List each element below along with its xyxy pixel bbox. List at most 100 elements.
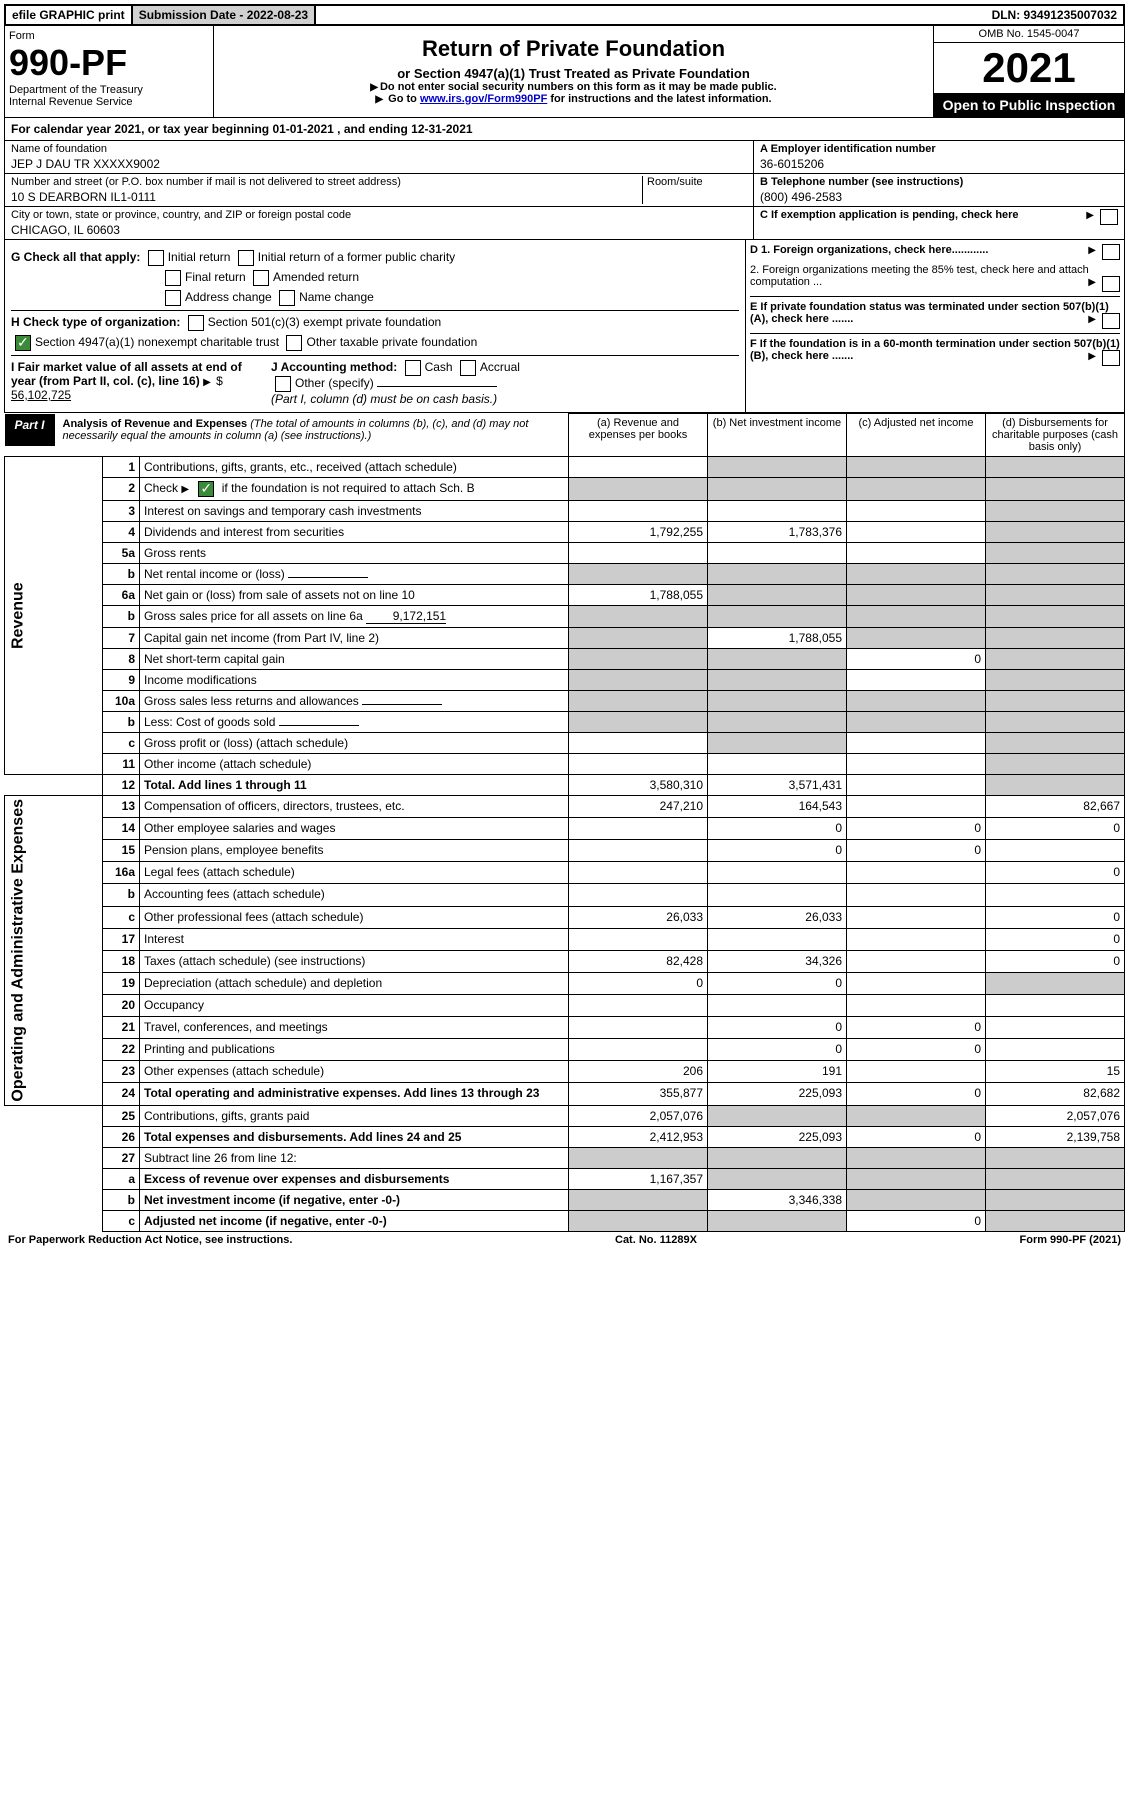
- row-10c: cGross profit or (loss) (attach schedule…: [5, 733, 1125, 754]
- form-number: 990-PF: [9, 42, 209, 84]
- initial-return-checkbox[interactable]: [148, 250, 164, 266]
- 85pct-checkbox[interactable]: [1102, 276, 1120, 292]
- 60month-checkbox[interactable]: [1102, 350, 1120, 366]
- row-11: 11Other income (attach schedule): [5, 754, 1125, 775]
- cash-checkbox[interactable]: [405, 360, 421, 376]
- terminated-checkbox[interactable]: [1102, 313, 1120, 329]
- name-row: Name of foundation JEP J DAU TR XXXXX900…: [5, 141, 753, 174]
- row-13: Operating and Administrative Expenses 13…: [5, 796, 1125, 818]
- arrow-icon: [1088, 276, 1098, 288]
- h-line: H Check type of organization: Section 50…: [11, 310, 739, 331]
- i-block: I Fair market value of all assets at end…: [11, 360, 261, 406]
- note-ssn: Do not enter social security numbers on …: [220, 81, 927, 93]
- col-c-header: (c) Adjusted net income: [847, 414, 986, 457]
- arrow-icon: [1088, 244, 1098, 256]
- initial-former-checkbox[interactable]: [238, 250, 254, 266]
- row-21: 21Travel, conferences, and meetings00: [5, 1017, 1125, 1039]
- part1-table: Part I Analysis of Revenue and Expenses …: [4, 413, 1125, 1232]
- 501c3-checkbox[interactable]: [188, 315, 204, 331]
- city: CHICAGO, IL 60603: [11, 221, 747, 237]
- exemption-checkbox[interactable]: [1100, 209, 1118, 225]
- row-16b: bAccounting fees (attach schedule): [5, 884, 1125, 906]
- row-16a: 16aLegal fees (attach schedule)0: [5, 862, 1125, 884]
- schb-checkbox[interactable]: [198, 481, 214, 497]
- address-change-checkbox[interactable]: [165, 290, 181, 306]
- other-taxable-checkbox[interactable]: [286, 335, 302, 351]
- col-a-header: (a) Revenue and expenses per books: [569, 414, 708, 457]
- address: 10 S DEARBORN IL1-0111: [11, 188, 642, 204]
- header-left: Form 990-PF Department of the Treasury I…: [5, 26, 214, 117]
- row-20: 20Occupancy: [5, 994, 1125, 1016]
- phone-row: B Telephone number (see instructions) (8…: [754, 174, 1124, 207]
- foreign-org-checkbox[interactable]: [1102, 244, 1120, 260]
- note-link-line: Go to www.irs.gov/Form990PF for instruct…: [220, 93, 927, 105]
- g-line: G Check all that apply: Initial return I…: [11, 250, 739, 266]
- row-24: 24Total operating and administrative exp…: [5, 1083, 1125, 1105]
- form-subtitle: or Section 4947(a)(1) Trust Treated as P…: [220, 66, 927, 81]
- dln: DLN: 93491235007032: [986, 6, 1123, 24]
- 4947a1-checkbox[interactable]: [15, 335, 31, 351]
- row-10b: bLess: Cost of goods sold: [5, 712, 1125, 733]
- row-19: 19Depreciation (attach schedule) and dep…: [5, 972, 1125, 994]
- arrow-icon: [375, 93, 385, 105]
- part1-desc: Analysis of Revenue and Expenses (The to…: [55, 414, 568, 446]
- final-return-checkbox[interactable]: [165, 270, 181, 286]
- expenses-label: Operating and Administrative Expenses: [5, 796, 103, 1106]
- arrow-icon: [1086, 209, 1096, 221]
- row-9: 9Income modifications: [5, 670, 1125, 691]
- arrow-icon: [181, 481, 191, 495]
- checks-left: G Check all that apply: Initial return I…: [5, 240, 745, 412]
- footer-right: Form 990-PF (2021): [1020, 1234, 1121, 1246]
- footer-mid: Cat. No. 11289X: [615, 1234, 697, 1246]
- footer: For Paperwork Reduction Act Notice, see …: [4, 1232, 1125, 1248]
- row-27c: cAdjusted net income (if negative, enter…: [5, 1210, 1125, 1231]
- row-6b: bGross sales price for all assets on lin…: [5, 606, 1125, 628]
- room-label: Room/suite: [647, 176, 747, 188]
- row-3: 3Interest on savings and temporary cash …: [5, 501, 1125, 522]
- row-10a: 10aGross sales less returns and allowanc…: [5, 691, 1125, 712]
- row-22: 22Printing and publications00: [5, 1039, 1125, 1061]
- top-bar: efile GRAPHIC print Submission Date - 20…: [4, 4, 1125, 26]
- accrual-checkbox[interactable]: [460, 360, 476, 376]
- f-line: F If the foundation is in a 60-month ter…: [750, 333, 1120, 362]
- row-17: 17Interest0: [5, 928, 1125, 950]
- submission-date: Submission Date - 2022-08-23: [133, 6, 316, 24]
- arrow-icon: [1088, 350, 1098, 362]
- open-inspection: Open to Public Inspection: [934, 93, 1124, 117]
- form-header: Form 990-PF Department of the Treasury I…: [4, 26, 1125, 118]
- part1-header: Part I Analysis of Revenue and Expenses …: [5, 414, 569, 446]
- d2-line: 2. Foreign organizations meeting the 85%…: [750, 264, 1120, 288]
- d1-line: D 1. Foreign organizations, check here..…: [750, 244, 1120, 256]
- checks-right: D 1. Foreign organizations, check here..…: [745, 240, 1124, 412]
- row-16c: cOther professional fees (attach schedul…: [5, 906, 1125, 928]
- header-right: OMB No. 1545-0047 2021 Open to Public In…: [933, 26, 1124, 117]
- col-d-header: (d) Disbursements for charitable purpose…: [986, 414, 1125, 457]
- i-j-row: I Fair market value of all assets at end…: [11, 355, 739, 406]
- ein: 36-6015206: [760, 155, 1118, 171]
- revenue-label: Revenue: [5, 457, 103, 775]
- entity-section: Name of foundation JEP J DAU TR XXXXX900…: [4, 141, 1125, 240]
- omb-number: OMB No. 1545-0047: [934, 26, 1124, 43]
- amended-return-checkbox[interactable]: [253, 270, 269, 286]
- row-5b: bNet rental income or (loss): [5, 564, 1125, 585]
- instructions-link[interactable]: www.irs.gov/Form990PF: [420, 93, 547, 105]
- row-23: 23Other expenses (attach schedule)206191…: [5, 1061, 1125, 1083]
- fmv-amount: 56,102,725: [11, 388, 71, 402]
- efile-label: efile GRAPHIC print: [6, 6, 133, 24]
- tax-year: 2021: [934, 43, 1124, 93]
- arrow-icon: [203, 374, 213, 388]
- row-8: 8Net short-term capital gain0: [5, 649, 1125, 670]
- row-15: 15Pension plans, employee benefits00: [5, 840, 1125, 862]
- row-14: 14Other employee salaries and wages000: [5, 818, 1125, 840]
- addr-row: Number and street (or P.O. box number if…: [5, 174, 753, 207]
- name-change-checkbox[interactable]: [279, 290, 295, 306]
- arrow-icon: [1088, 313, 1098, 325]
- e-line: E If private foundation status was termi…: [750, 296, 1120, 325]
- row-4: 4Dividends and interest from securities1…: [5, 522, 1125, 543]
- j-block: J Accounting method: Cash Accrual Other …: [261, 360, 739, 406]
- part1-label: Part I: [5, 414, 55, 446]
- other-method-checkbox[interactable]: [275, 376, 291, 392]
- row-18: 18Taxes (attach schedule) (see instructi…: [5, 950, 1125, 972]
- city-row: City or town, state or province, country…: [5, 207, 753, 239]
- entity-right: A Employer identification number 36-6015…: [753, 141, 1124, 239]
